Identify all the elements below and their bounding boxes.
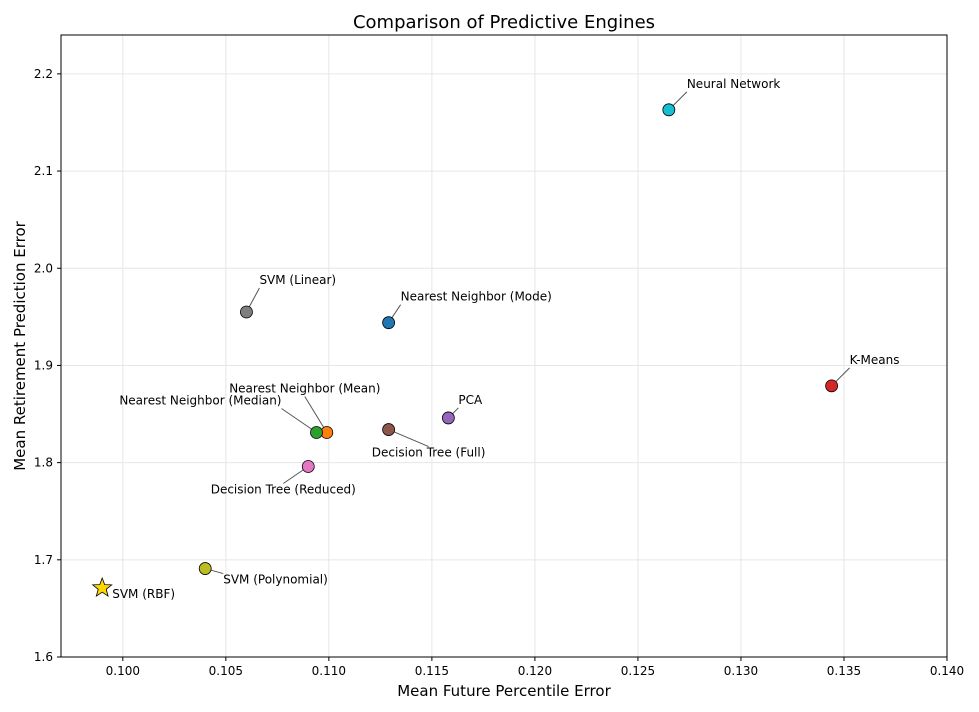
- data-point: [310, 426, 323, 439]
- leader-line: [281, 408, 317, 433]
- x-tick-label: 0.100: [106, 664, 140, 678]
- x-tick-label: 0.120: [518, 664, 552, 678]
- point-label: Nearest Neighbor (Mean): [229, 381, 380, 395]
- data-point: [198, 562, 212, 575]
- y-tick-label: 2.1: [34, 164, 53, 178]
- x-tick-label: 0.135: [827, 664, 861, 678]
- x-axis-label: Mean Future Percentile Error: [397, 682, 611, 700]
- data-point: [382, 423, 396, 436]
- axis-ticks: 0.100 0.105 0.110 0.115 0.120 0.125 0.130 0.135…: [34, 67, 964, 678]
- y-tick-label: 1.9: [34, 358, 53, 372]
- plot-frame: [60, 34, 948, 658]
- data-point: [301, 460, 315, 473]
- data-points: [91, 103, 839, 598]
- point-label: SVM (RBF): [112, 587, 175, 601]
- grid-lines: [61, 35, 948, 658]
- leader-line: [304, 396, 328, 433]
- point-label: SVM (Polynomial): [223, 573, 328, 587]
- x-tick-label: 0.140: [930, 664, 964, 678]
- point-label: PCA: [458, 393, 483, 407]
- y-axis-label: Mean Retirement Prediction Error: [11, 220, 29, 470]
- y-tick-label: 2.2: [34, 67, 53, 81]
- point-label: SVM (Linear): [259, 273, 336, 287]
- x-tick-label: 0.115: [415, 664, 449, 678]
- y-tick-label: 2.0: [34, 261, 53, 275]
- point-label: Decision Tree (Full): [372, 446, 486, 460]
- data-point-star: [91, 576, 113, 598]
- chart-title: Comparison of Predictive Engines: [353, 12, 655, 33]
- leader-line: [388, 429, 429, 448]
- point-label: Nearest Neighbor (Median): [119, 393, 281, 407]
- data-point: [382, 316, 396, 330]
- data-point: [662, 103, 676, 117]
- y-tick-label: 1.6: [34, 650, 53, 664]
- x-tick-label: 0.105: [209, 664, 243, 678]
- point-label: K-Means: [850, 353, 900, 367]
- point-labels: Neural Network SVM (Linear) Nearest Neighb…: [112, 77, 899, 601]
- y-tick-label: 1.8: [34, 456, 53, 470]
- x-tick-label: 0.110: [312, 664, 346, 678]
- point-label: Decision Tree (Reduced): [211, 483, 356, 497]
- point-label: Neural Network: [687, 77, 781, 91]
- y-tick-label: 1.7: [34, 553, 53, 567]
- point-label: Nearest Neighbor (Mode): [401, 290, 552, 304]
- data-point: [240, 305, 253, 319]
- annotation-leaders: [205, 91, 850, 575]
- data-point: [441, 411, 455, 425]
- x-tick-label: 0.125: [621, 664, 655, 678]
- data-point: [825, 379, 839, 393]
- x-tick-label: 0.130: [724, 664, 758, 678]
